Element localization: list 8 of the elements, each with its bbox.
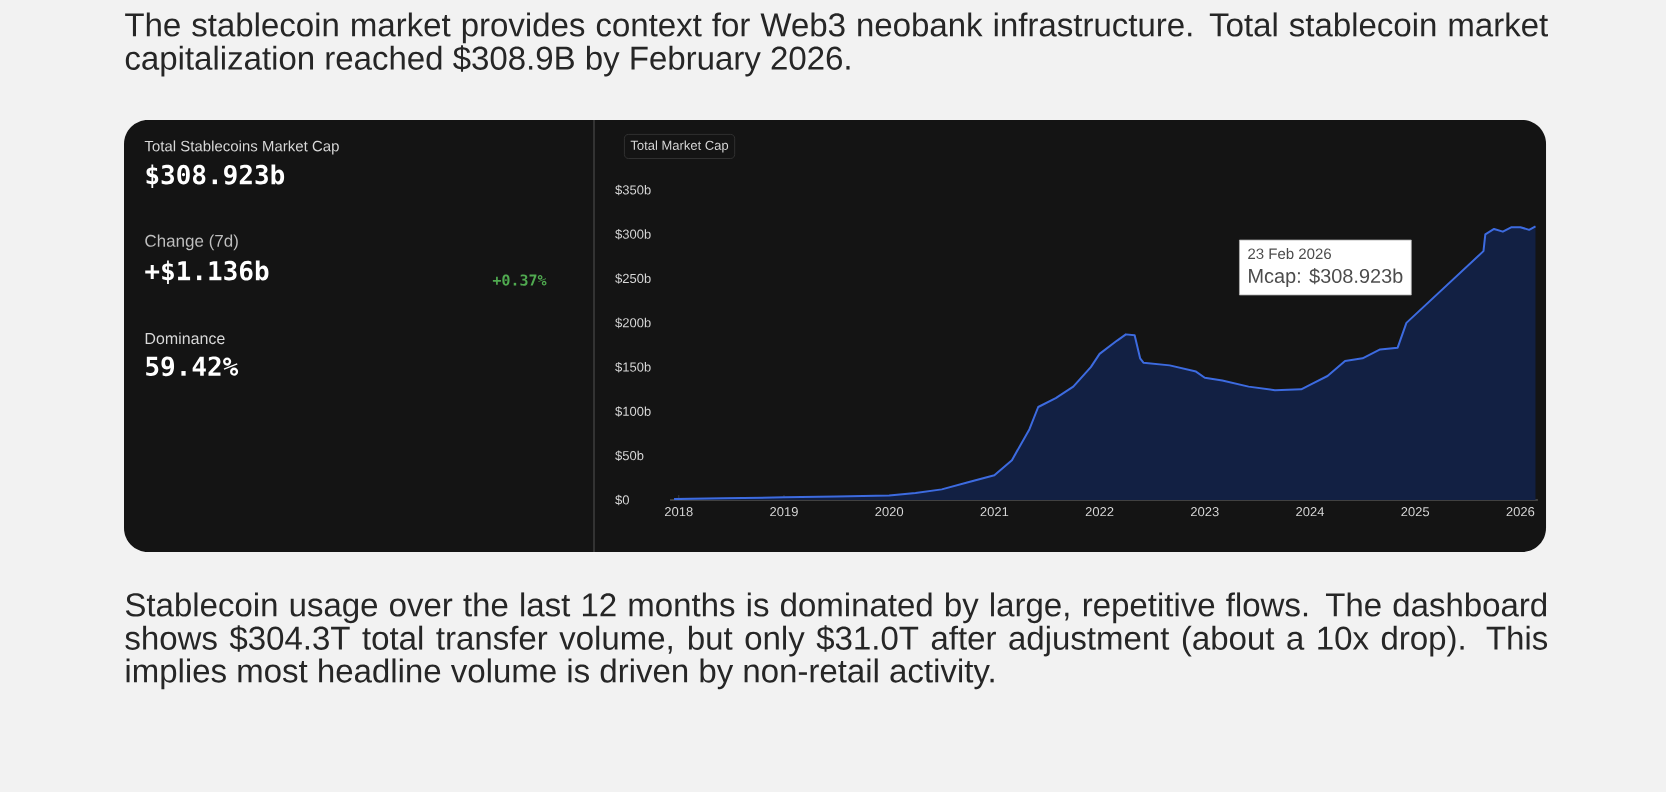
chart-title: The stablecoin market provides context for Web3 neobank infrastructure. Total stablecoin market capitalization reached $308.9B by February 2026. [125, 12, 1548, 77]
text: Change (7d) [145, 234, 238, 251]
text: Stablecoin usage over the last 12 months is dominated by large, repetitive flows. The dashboard shows $304.3T total transfer volume, but only $31.0T after adjustment (about a 10x drop). This implies most headline volume is driven by non-retail activity. [125, 592, 1548, 690]
text: $308.923b [146, 164, 285, 188]
text: Dominance [145, 332, 225, 345]
text: +$1.136b [145, 260, 269, 284]
annotation: Mcap: $308.923b [1249, 268, 1403, 287]
text: 59.42% [146, 356, 239, 377]
